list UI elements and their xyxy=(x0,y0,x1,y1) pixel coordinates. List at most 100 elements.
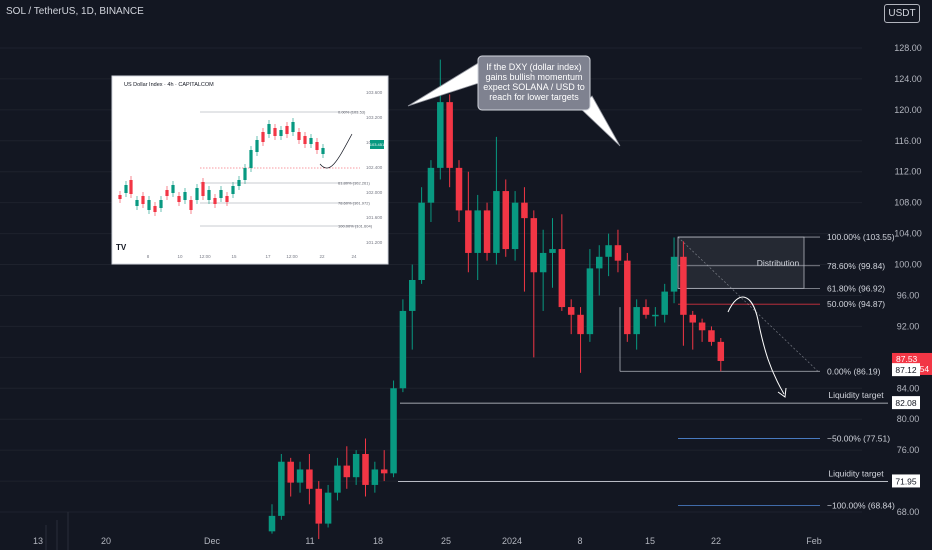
candle-body xyxy=(268,515,276,532)
candle-body xyxy=(567,307,575,315)
inset-candle-body xyxy=(159,200,163,208)
inset-price-label: 103.200 xyxy=(366,115,383,120)
candle-body xyxy=(296,469,304,483)
currency-button[interactable]: USDT xyxy=(884,4,920,23)
price-tick-label: 80.00 xyxy=(897,414,920,424)
candle-body xyxy=(614,245,622,261)
inset-price-label: 101.200 xyxy=(366,240,383,245)
inset-candle-body xyxy=(129,180,133,194)
candle-body xyxy=(633,307,640,335)
inset-candle-body xyxy=(243,168,247,180)
time-axis[interactable]: 13 20 Dec 11 18 25 2024 8 15 22 Feb xyxy=(33,536,822,546)
fib-level-label: −100.00% (68.84) xyxy=(827,501,895,511)
candle-body xyxy=(427,167,435,203)
inset-candle-body xyxy=(147,200,151,210)
time-tick-label: 13 xyxy=(33,536,43,546)
candle-body xyxy=(409,280,416,311)
inset-title: US Dollar Index · 4h · CAPITALCOM xyxy=(124,82,214,88)
price-tag xyxy=(892,474,920,488)
inset-candle-body xyxy=(225,196,229,202)
inset-candle-body xyxy=(183,192,187,200)
price-tick-label: 124.00 xyxy=(894,74,922,84)
inset-projection-arrow xyxy=(319,133,353,169)
projected-path-arrowhead xyxy=(777,387,787,398)
chart-drawings: Distribution 100.00% (103.55) 78.60% (99.8… xyxy=(398,232,895,511)
inset-candle-body xyxy=(118,195,122,199)
inset-candle-body xyxy=(135,200,139,206)
last-price-value: 87.53 xyxy=(896,354,918,364)
inset-time-label: 10 xyxy=(177,254,183,259)
candle-body xyxy=(652,314,659,317)
inset-time-label: 22 xyxy=(319,254,325,259)
candle-body xyxy=(446,102,453,168)
price-tag-value: 87.12 xyxy=(895,365,917,375)
inset-candle-body xyxy=(171,185,175,193)
price-tag-value: 71.95 xyxy=(895,476,917,486)
time-tick-label: 11 xyxy=(305,536,314,546)
price-tick-label: 128.00 xyxy=(894,43,922,53)
candle-body xyxy=(343,465,351,478)
inset-candle-body xyxy=(261,132,265,142)
price-tick-label: 112.00 xyxy=(895,167,922,177)
inset-candle-body xyxy=(201,182,205,196)
inset-price-tag xyxy=(370,140,384,149)
candle-body xyxy=(278,461,285,516)
candle-body xyxy=(483,210,491,253)
candle-body xyxy=(437,102,444,168)
inset-fib-label: 61.80% (102.261) xyxy=(338,181,370,186)
price-tick-label: 76.00 xyxy=(897,445,920,455)
price-tick-label: 68.00 xyxy=(897,507,920,517)
price-tick-label: 108.00 xyxy=(894,198,922,208)
callout-text-line: expect SOLANA / USD to xyxy=(483,82,585,92)
fib-level-label: 61.80% (96.92) xyxy=(827,283,885,293)
price-axis[interactable]: 128.00 124.00 120.00 116.00 112.00 108.00 104.… xyxy=(894,43,922,517)
tradingview-logo: TV xyxy=(116,243,127,252)
candle-body xyxy=(352,454,360,478)
time-tick-label: 15 xyxy=(645,536,655,546)
time-tick-label: 20 xyxy=(101,536,111,546)
inset-candle-body xyxy=(315,142,319,150)
candle-body xyxy=(577,314,584,335)
candle-body xyxy=(324,492,332,524)
fib-level-label: 78.60% (99.84) xyxy=(827,261,885,271)
chart-header-title: SOL / TetherUS, 1D, BINANCE xyxy=(6,6,144,17)
candle-body xyxy=(399,310,407,389)
candle-body xyxy=(287,461,294,483)
candle-body xyxy=(596,256,603,269)
inset-fib-label: 100.00% (101.604) xyxy=(338,224,373,229)
time-tick-label: 25 xyxy=(441,536,451,546)
price-tick-label: 100.00 xyxy=(894,260,922,270)
inset-candle-body xyxy=(189,200,193,210)
dxy-inset-chart: US Dollar Index · 4h · CAPITALCOM 103.600… xyxy=(111,75,389,265)
price-tick-label: 104.00 xyxy=(894,229,922,239)
candle-body xyxy=(670,256,678,292)
candle-body xyxy=(390,388,397,474)
chart-annotations xyxy=(727,296,787,398)
inset-price-label: 102.400 xyxy=(366,165,383,170)
inset-frame xyxy=(111,75,389,265)
fib-level-label: 50.00% (94.87) xyxy=(827,299,885,309)
candle-body xyxy=(558,249,566,308)
price-tag xyxy=(892,363,920,377)
inset-fib-label: 78.60% (101.972) xyxy=(338,201,370,206)
inset-candle-body xyxy=(303,136,307,144)
inset-time-label: 17 xyxy=(265,254,271,259)
distribution-label: Distribution xyxy=(757,258,800,268)
liquidity-target-label: Liquidity target xyxy=(828,468,884,478)
inset-candle-body xyxy=(177,196,181,202)
candle-body xyxy=(680,256,687,315)
inset-candle-body xyxy=(207,190,211,200)
liquidity-target-label: Liquidity target xyxy=(828,390,884,400)
candle-body xyxy=(549,249,556,253)
time-tick-label: 8 xyxy=(577,536,582,546)
candle-series xyxy=(45,59,725,550)
trend-projection xyxy=(677,236,819,372)
inset-candle-body xyxy=(237,180,241,186)
price-tag-value: 82.08 xyxy=(895,398,917,408)
inset-fib-label: 0.00% (103.53) xyxy=(338,110,366,115)
candle-body xyxy=(698,322,706,331)
time-tick-label: 22 xyxy=(711,536,721,546)
candle-body xyxy=(334,465,341,493)
